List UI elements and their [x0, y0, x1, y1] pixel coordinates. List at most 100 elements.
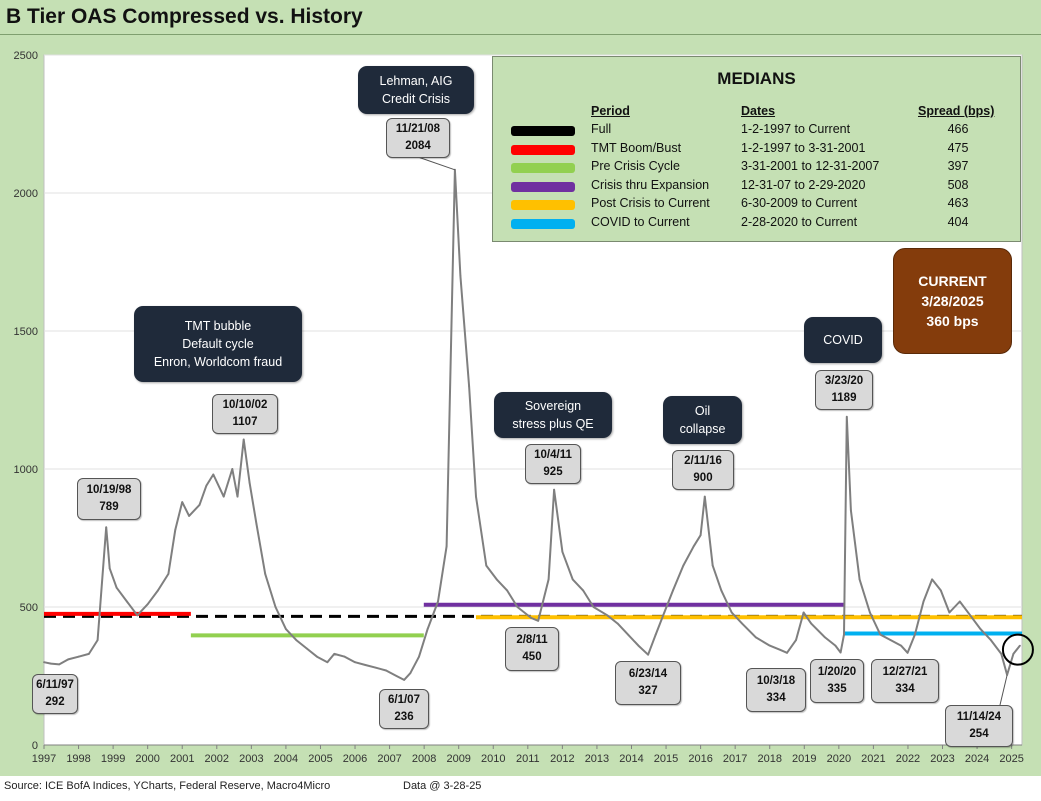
dates-header: Dates	[741, 104, 776, 118]
x-tick-label: 2002	[205, 753, 229, 765]
data-point	[222, 495, 225, 498]
legend-swatch	[511, 218, 575, 229]
data-point	[242, 438, 245, 441]
current-value: 360 bps	[926, 313, 979, 329]
data-point	[795, 639, 797, 642]
callout-line: Default cycle	[182, 337, 254, 351]
data-point	[188, 515, 191, 517]
data-point	[418, 655, 420, 658]
source-note: Source: ICE BofA Indices, YCharts, Feder…	[4, 780, 331, 792]
medians-title: MEDIANS	[717, 69, 796, 88]
median-spread: 475	[947, 140, 969, 155]
data-point	[627, 633, 629, 636]
callout-line: Lehman, AIG	[379, 74, 453, 88]
leader-line	[999, 674, 1008, 706]
data-point	[979, 628, 982, 630]
x-tick-label: 2020	[827, 753, 851, 765]
callout-line: Enron, Worldcom fraud	[153, 355, 283, 369]
x-tick-label: 2011	[516, 753, 540, 765]
x-tick-label: 2018	[757, 753, 781, 765]
median-period: Crisis thru Expansion	[591, 177, 710, 192]
y-tick-label: 500	[20, 602, 38, 614]
data-point	[146, 603, 149, 606]
x-tick-label: 2006	[343, 753, 367, 765]
median-spread: 508	[947, 177, 969, 192]
data-point	[88, 653, 90, 655]
data-point	[858, 578, 861, 581]
value-label: 6/23/14 327	[615, 661, 681, 705]
data-point	[969, 614, 972, 617]
data-point	[547, 578, 550, 581]
data-point	[869, 611, 871, 614]
data-point	[274, 606, 277, 608]
value-label: 10/19/98 789	[77, 478, 141, 520]
data-point	[445, 545, 448, 548]
spread-header: Spread (bps)	[918, 104, 995, 118]
data-point	[810, 622, 813, 625]
callout-line: stress plus QE	[512, 417, 594, 431]
data-point	[931, 578, 934, 581]
data-point	[77, 655, 80, 658]
y-tick-label: 2500	[14, 50, 38, 62]
data-point	[616, 622, 619, 625]
median-spread: 463	[947, 196, 969, 210]
x-tick-label: 2005	[308, 753, 332, 765]
x-tick-label: 2004	[274, 753, 298, 765]
data-point	[264, 572, 267, 575]
data-point	[459, 274, 462, 277]
median-period: Post Crisis to Current	[591, 196, 710, 210]
data-point	[592, 606, 595, 608]
data-point	[105, 526, 108, 529]
data-point	[437, 600, 439, 603]
value-label: 10/3/18 334	[746, 668, 806, 712]
legend-swatch	[511, 163, 575, 173]
median-period: Full	[591, 122, 612, 136]
legend-swatch	[511, 200, 575, 210]
data-point	[333, 653, 336, 655]
y-tick-label: 1500	[14, 326, 38, 338]
data-point	[96, 639, 99, 642]
title-divider	[0, 34, 1041, 35]
current-box: CURRENT 3/28/2025 360 bps	[893, 248, 1012, 354]
data-point	[989, 639, 992, 642]
medians-row: Crisis thru Expansion 12-31-07 to 2-29-20…	[493, 178, 1020, 196]
medians-row: Full 1-2-1997 to Current 466	[493, 122, 1020, 140]
leader-line	[417, 156, 456, 171]
data-point	[879, 633, 882, 636]
data-point	[205, 484, 208, 487]
x-tick-label: 2019	[792, 753, 816, 765]
current-marker-circle	[1001, 633, 1034, 666]
callout-line: Oil	[694, 404, 711, 418]
x-tick-label: 2024	[965, 753, 989, 765]
value-label: 1/20/20 335	[810, 659, 864, 703]
callout-line: COVID	[823, 333, 863, 347]
x-tick-label: 2025	[999, 753, 1023, 765]
data-point	[248, 481, 251, 484]
data-point	[834, 644, 837, 647]
data-point	[703, 495, 706, 498]
medians-row: TMT Boom/Bust 1-2-1997 to 3-31-2001 475	[493, 141, 1020, 159]
value-label: 10/10/02 1107	[212, 394, 278, 434]
data-point	[198, 503, 201, 506]
data-point	[50, 662, 52, 665]
data-point	[720, 589, 723, 592]
data-point	[255, 523, 258, 526]
x-tick-label: 2021	[861, 753, 885, 765]
data-point	[755, 636, 757, 639]
x-tick-label: 1997	[32, 753, 56, 765]
callout-tmt: TMT bubble Default cycle Enron, Worldcom f…	[134, 306, 302, 382]
current-label: CURRENT	[918, 273, 987, 289]
x-tick-label: 2003	[239, 753, 263, 765]
data-point	[395, 675, 398, 677]
median-period: TMT Boom/Bust	[591, 140, 682, 155]
value-label: 12/27/21 334	[871, 659, 939, 703]
data-point	[403, 678, 405, 681]
legend-swatch	[511, 144, 575, 155]
data-point	[561, 550, 564, 553]
data-point	[786, 651, 788, 654]
data-point	[537, 619, 540, 622]
x-tick-label: 2012	[550, 753, 574, 765]
data-point	[906, 651, 909, 654]
value-label: 3/23/20 1189	[815, 370, 873, 410]
x-tick-label: 2007	[377, 753, 401, 765]
